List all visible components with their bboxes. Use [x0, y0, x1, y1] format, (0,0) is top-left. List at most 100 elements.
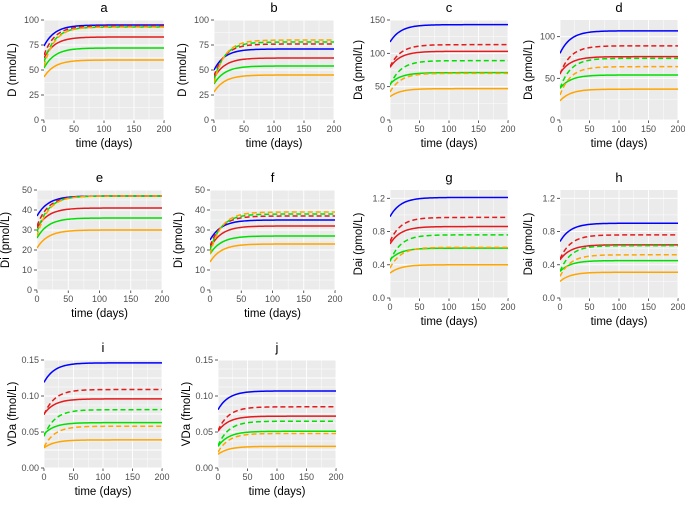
series-line-blue-solid — [44, 362, 162, 383]
series-line-blue-solid — [218, 390, 336, 411]
x-axis-title: time (days) — [75, 486, 132, 498]
series-line-blue-solid — [560, 30, 678, 54]
panel-title: b — [270, 0, 277, 15]
x-tick-label: 200 — [326, 124, 341, 134]
series-line-orange-dashed — [44, 26, 164, 67]
x-tick-label: 200 — [328, 472, 343, 482]
panel-i: 0 50 100 150 200 0.00 0.05 0.10 0.15 i time (days)… — [7, 340, 170, 498]
x-axis-title: time (days) — [76, 138, 133, 150]
y-tick-label: 0 — [550, 115, 555, 125]
series-line-green-solid — [560, 74, 678, 89]
x-tick-label: 0 — [41, 472, 46, 482]
series-line-orange-solid — [44, 59, 164, 78]
y-tick-label: 25 — [199, 90, 209, 100]
y-tick-label: 1.2 — [542, 193, 555, 203]
y-axis-title: VDa (fmol/L) — [7, 382, 19, 447]
series-line-green-solid — [560, 259, 678, 272]
y-tick-label: 40 — [195, 205, 205, 215]
series-line-red-solid — [390, 50, 508, 68]
series-line-green-solid — [44, 47, 164, 69]
series-line-orange-dashed — [210, 211, 335, 255]
x-tick-label: 50 — [69, 124, 79, 134]
x-tick-label: 200 — [670, 302, 685, 312]
x-tick-label: 100 — [611, 124, 626, 134]
series-line-darkred-dashed — [390, 216, 508, 242]
x-tick-label: 150 — [299, 472, 314, 482]
y-axis-title: Da (pmol/L) — [353, 40, 365, 100]
y-tick-label: 1.2 — [372, 193, 385, 203]
series-line-darkred-dashed — [390, 43, 508, 68]
y-tick-label: 0.0 — [372, 293, 385, 303]
series-line-red-solid — [37, 207, 162, 229]
x-tick-label: 50 — [584, 302, 594, 312]
y-axis-title: D (nmol/L) — [177, 43, 189, 97]
y-tick-label: 20 — [22, 245, 32, 255]
x-axis-title: time (days) — [591, 316, 648, 328]
y-axis-title: Da (pmol/L) — [523, 40, 535, 100]
panel-title: h — [615, 170, 622, 185]
x-tick-label: 0 — [387, 302, 392, 312]
panel-title: d — [615, 0, 622, 15]
series-line-darkred-dashed — [214, 43, 334, 77]
y-tick-label: 100 — [540, 32, 555, 42]
y-tick-label: 0.05 — [195, 427, 213, 437]
x-tick-label: 150 — [126, 124, 141, 134]
x-tick-label: 100 — [96, 124, 111, 134]
series-line-orange-solid — [390, 264, 508, 274]
x-tick-label: 0 — [34, 294, 39, 304]
x-tick-label: 0 — [387, 124, 392, 134]
series-line-orange-dashed — [390, 72, 508, 93]
x-tick-label: 200 — [154, 294, 169, 304]
series-line-blue-solid — [210, 219, 335, 241]
x-tick-label: 50 — [414, 124, 424, 134]
x-tick-label: 150 — [296, 124, 311, 134]
series-line-green-dashed — [210, 213, 335, 251]
series-line-orange-solid — [214, 74, 334, 93]
y-axis-title: VDa (fmol/L) — [181, 382, 193, 447]
y-tick-label: 50 — [375, 82, 385, 92]
series-line-orange-solid — [390, 87, 508, 98]
series-line-darkred-dashed — [44, 25, 164, 56]
x-tick-label: 100 — [441, 302, 456, 312]
x-tick-label: 0 — [207, 294, 212, 304]
x-tick-label: 150 — [296, 294, 311, 304]
y-axis-title: Dai (pmol/L) — [523, 213, 535, 276]
x-tick-label: 50 — [414, 302, 424, 312]
y-tick-label: 0.10 — [21, 391, 39, 401]
y-axis-title: D (nmol/L) — [7, 43, 19, 97]
y-tick-label: 50 — [199, 65, 209, 75]
y-tick-label: 100 — [370, 48, 385, 58]
y-tick-label: 50 — [29, 65, 39, 75]
x-tick-label: 0 — [215, 472, 220, 482]
y-tick-label: 0.15 — [195, 355, 213, 365]
y-tick-label: 0.15 — [21, 355, 39, 365]
x-tick-label: 150 — [641, 124, 656, 134]
y-tick-label: 0.8 — [542, 227, 555, 237]
y-tick-label: 30 — [22, 225, 32, 235]
series-line-red-solid — [560, 55, 678, 74]
x-tick-label: 150 — [641, 302, 656, 312]
panel-a: 0 50 100 150 200 0 25 50 75 100 a time (days) D (nmo… — [7, 0, 172, 150]
y-tick-label: 50 — [545, 73, 555, 83]
series-line-orange-dashed — [37, 195, 162, 237]
series-line-blue-solid — [214, 48, 334, 71]
series-line-green-solid — [214, 65, 334, 85]
series-line-green-solid — [37, 217, 162, 239]
panel-title: j — [275, 340, 279, 355]
x-tick-label: 150 — [123, 294, 138, 304]
x-tick-label: 50 — [584, 124, 594, 134]
y-tick-label: 0.4 — [372, 260, 385, 270]
x-axis-title: time (days) — [246, 138, 303, 150]
x-tick-label: 200 — [500, 302, 515, 312]
x-axis-title: time (days) — [421, 316, 478, 328]
series-line-orange-solid — [44, 439, 162, 449]
y-axis-title: Di (pmol/L) — [173, 212, 185, 268]
panel-title: c — [446, 0, 453, 15]
series-line-orange-dashed — [560, 254, 678, 277]
y-tick-label: 0 — [380, 115, 385, 125]
panel-j: 0 50 100 150 200 0.00 0.05 0.10 0.15 j time (days)… — [181, 340, 344, 498]
panel-title: f — [271, 170, 275, 185]
x-tick-label: 0 — [41, 124, 46, 134]
x-tick-label: 50 — [239, 124, 249, 134]
y-tick-label: 30 — [195, 225, 205, 235]
